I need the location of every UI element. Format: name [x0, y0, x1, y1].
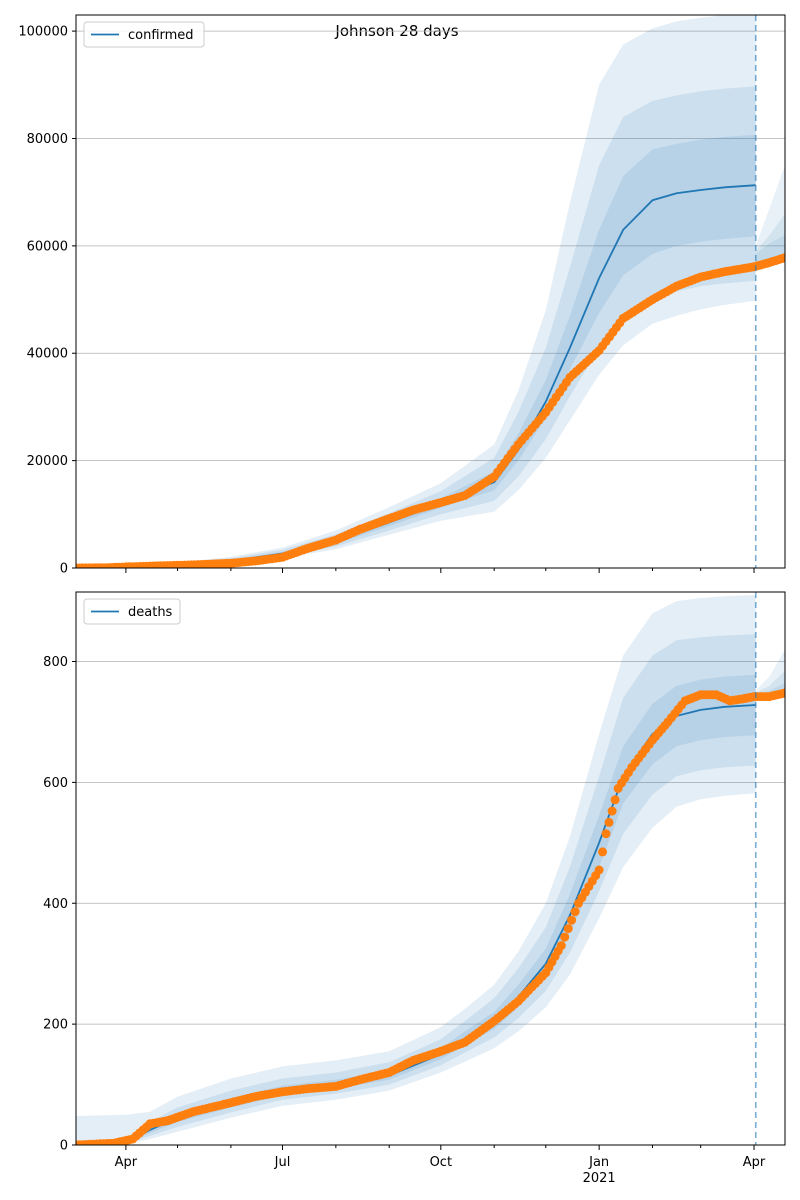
x-tick-label: Apr: [743, 1155, 766, 1170]
observed-point: [610, 795, 620, 805]
x-tick-label: Oct: [430, 1155, 452, 1170]
axes-frame: [75, 14, 786, 569]
x-tick-label: Jul: [274, 1155, 291, 1170]
post-forecast-band-95: [755, 165, 785, 268]
y-tick-label: 400: [43, 897, 68, 912]
x-tick-label: Apr: [115, 1155, 138, 1170]
observed-point: [563, 924, 573, 934]
legend-box: [83, 598, 181, 625]
observed-point: [607, 806, 617, 816]
observed-point: [570, 907, 580, 917]
observed-point: [598, 847, 608, 857]
y-tick-label: 0: [60, 1139, 68, 1154]
observed-point: [567, 915, 577, 925]
post-forecast-band-80: [755, 213, 785, 268]
observed-point: [594, 865, 604, 875]
plot-area: [76, 15, 785, 568]
legend: deaths: [83, 598, 181, 625]
x-tick-label: Jan: [588, 1155, 609, 1170]
observed-point: [780, 253, 785, 263]
y-tick-label: 100000: [18, 25, 68, 40]
band-80: [76, 86, 756, 568]
band-50: [76, 674, 756, 1145]
y-tick-label: 40000: [27, 347, 68, 362]
legend-label: deaths: [128, 605, 173, 620]
plot-area: [76, 592, 785, 1145]
y-tick-label: 60000: [27, 239, 68, 254]
y-tick-label: 80000: [27, 132, 68, 147]
legend-box: [83, 21, 205, 48]
legend-label: confirmed: [128, 28, 194, 43]
band-95: [76, 595, 756, 1145]
x-tick-year-label: 2021: [583, 1171, 616, 1186]
y-tick-label: 800: [43, 655, 68, 670]
observed-point: [560, 932, 570, 942]
observed-point: [601, 829, 611, 839]
axes-frame: [75, 591, 786, 1146]
observed-point: [556, 941, 566, 951]
confirmed-panel: 0 20000 40000 60000 80000 100000 confirmed: [18, 14, 786, 577]
observed-point: [604, 817, 614, 827]
y-tick-label: 20000: [27, 454, 68, 469]
y-tick-label: 600: [43, 776, 68, 791]
y-tick-label: 0: [60, 562, 68, 577]
legend: confirmed: [83, 21, 205, 48]
band-95: [76, 15, 756, 568]
band-80: [76, 634, 756, 1145]
observed-point: [780, 688, 785, 698]
y-tick-label: 200: [43, 1018, 68, 1033]
post-forecast-band-95: [755, 649, 785, 699]
band-50: [76, 134, 756, 568]
